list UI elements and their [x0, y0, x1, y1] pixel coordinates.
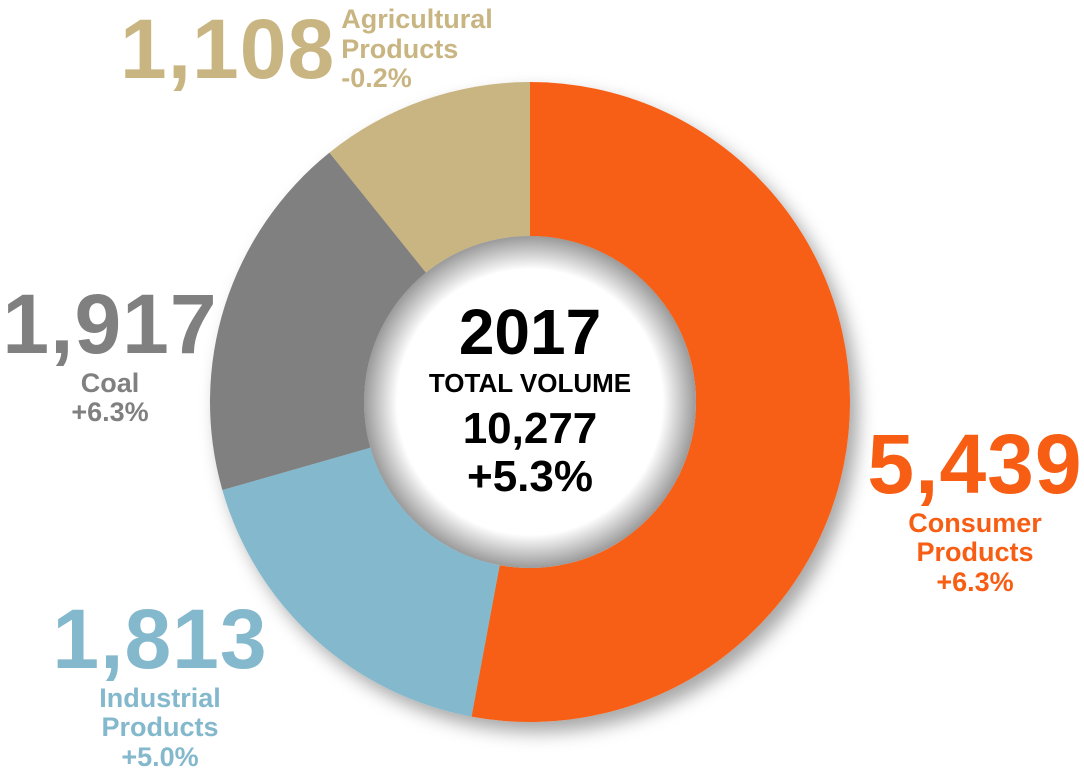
segment-value-label: 1,813 [52, 592, 268, 686]
center-subtitle: TOTAL VOLUME [428, 368, 632, 398]
category-label: Coal [80, 367, 140, 398]
segment-label: 1,917 Coal +6.3% [0, 277, 220, 428]
segment-label: 5,439 Consumer Products +6.3% [860, 417, 1084, 598]
category-label: Agricultural Products [341, 4, 493, 64]
donut-segment [210, 152, 426, 491]
total-value: 10,277 [462, 404, 598, 453]
donut-segment [329, 82, 530, 273]
segment-label: 1,813 Industrial Products +5.0% [40, 592, 280, 773]
segment-value-label: 1,917 [2, 277, 218, 371]
segment-text: Consumer Products +6.3% [890, 507, 1060, 598]
total-change: +5.3% [467, 452, 593, 502]
segment-text: Agricultural Products -0.2% [341, 4, 541, 94]
segment-text: Coal +6.3% [35, 367, 185, 428]
center-title: 2017 [458, 296, 602, 368]
ring [210, 82, 851, 723]
change-label: +6.3% [936, 567, 1014, 598]
change-label: +6.3% [71, 397, 149, 428]
segment-text: Industrial Products +5.0% [75, 682, 245, 773]
segment-value-label: 1,108 [120, 1, 336, 96]
change-label: +5.0% [121, 742, 199, 773]
segment-value-label: 5,439 [867, 417, 1083, 511]
change-label: -0.2% [341, 63, 412, 94]
donut-segment [471, 82, 851, 723]
donut-hole [364, 236, 696, 568]
category-label: Consumer Products [908, 507, 1042, 568]
center-label: 2017 TOTAL VOLUME 10,277 +5.3% [380, 300, 680, 502]
category-label: Industrial Products [99, 682, 221, 743]
donut-segment [222, 447, 500, 717]
segment-label: 1,108 Agricultural Products -0.2% [120, 1, 541, 96]
